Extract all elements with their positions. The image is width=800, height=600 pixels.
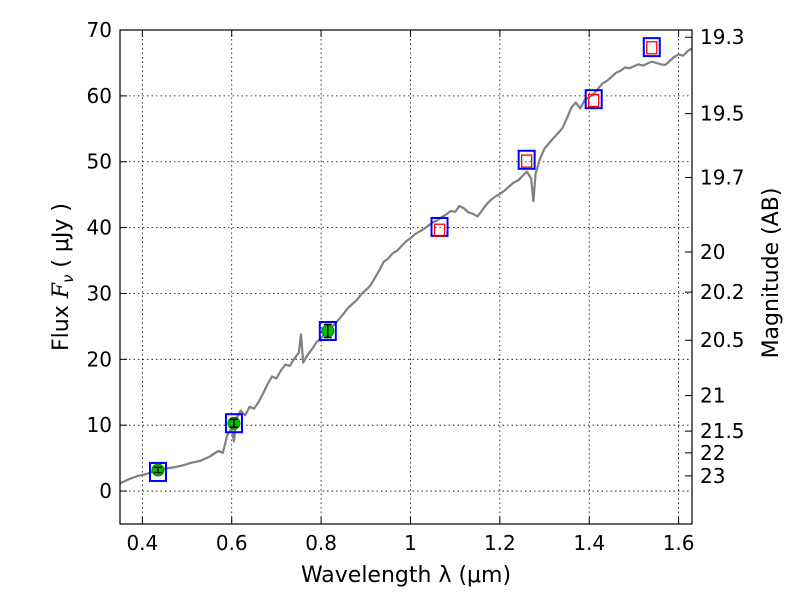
upper-limit-box — [646, 41, 658, 55]
mag-tick-label: 19.7 — [700, 166, 745, 190]
x-tick-label: 0.8 — [305, 531, 337, 555]
marker-layer — [148, 37, 661, 482]
y-axis-label-suffix: ( μJy ) — [49, 203, 74, 275]
upper-limit-box — [433, 223, 446, 237]
model-box — [224, 413, 243, 434]
x-tick-label: 1.6 — [663, 531, 695, 555]
y-tick-label: 70 — [87, 18, 112, 42]
x-axis-label: Wavelength λ (μm) — [301, 563, 511, 588]
model-box — [517, 149, 536, 170]
x-tick-label: 0.6 — [216, 531, 248, 555]
grid-lines — [120, 29, 692, 524]
y-tick-label: 20 — [87, 347, 112, 371]
x-tick-label: 1.2 — [484, 531, 516, 555]
y-tick-label: 50 — [87, 150, 112, 174]
y-tick-label: 40 — [87, 216, 112, 240]
mag-tick-label: 20.5 — [700, 328, 745, 352]
y-axis-label-right: Magnitude (AB) — [759, 188, 784, 359]
model-box — [318, 321, 337, 342]
y-axis-label-symbol: F — [49, 282, 74, 299]
upper-limit-box — [521, 154, 533, 168]
y-tick-label: 0 — [99, 479, 112, 503]
axis-ticks: 0.4 0.6 0.8 1 1.2 1.4 1.6 0 10 20 30 40 50 60 70 19.3 19… — [87, 18, 745, 555]
mag-tick-label: 20.2 — [700, 280, 745, 304]
upper-limit-box — [588, 93, 600, 108]
y-tick-label: 60 — [87, 84, 112, 108]
y-axis-label-subscript: ν — [59, 275, 77, 283]
y-axis-label-prefix: Flux — [49, 298, 74, 351]
y-tick-label: 10 — [87, 413, 112, 437]
spectrum-series — [119, 47, 693, 485]
mag-tick-label: 19.3 — [700, 25, 745, 49]
mag-tick-label: 19.5 — [700, 102, 745, 126]
mag-tick-label: 20 — [700, 240, 725, 264]
y-tick-label: 30 — [87, 281, 112, 305]
plot-frame — [119, 29, 693, 525]
model-box — [642, 37, 661, 58]
mag-tick-label: 22 — [700, 441, 725, 465]
model-box — [584, 89, 603, 110]
mag-tick-label: 21 — [700, 384, 725, 408]
x-tick-label: 1.4 — [573, 531, 605, 555]
mag-tick-label: 21.5 — [700, 419, 745, 443]
model-box — [148, 461, 167, 482]
x-tick-label: 1 — [404, 531, 417, 555]
y-axis-label: Flux Fν ( μJy ) — [49, 203, 77, 351]
x-tick-label: 0.4 — [126, 531, 158, 555]
mag-tick-label: 23 — [700, 464, 725, 488]
spectrum-line — [119, 47, 693, 485]
